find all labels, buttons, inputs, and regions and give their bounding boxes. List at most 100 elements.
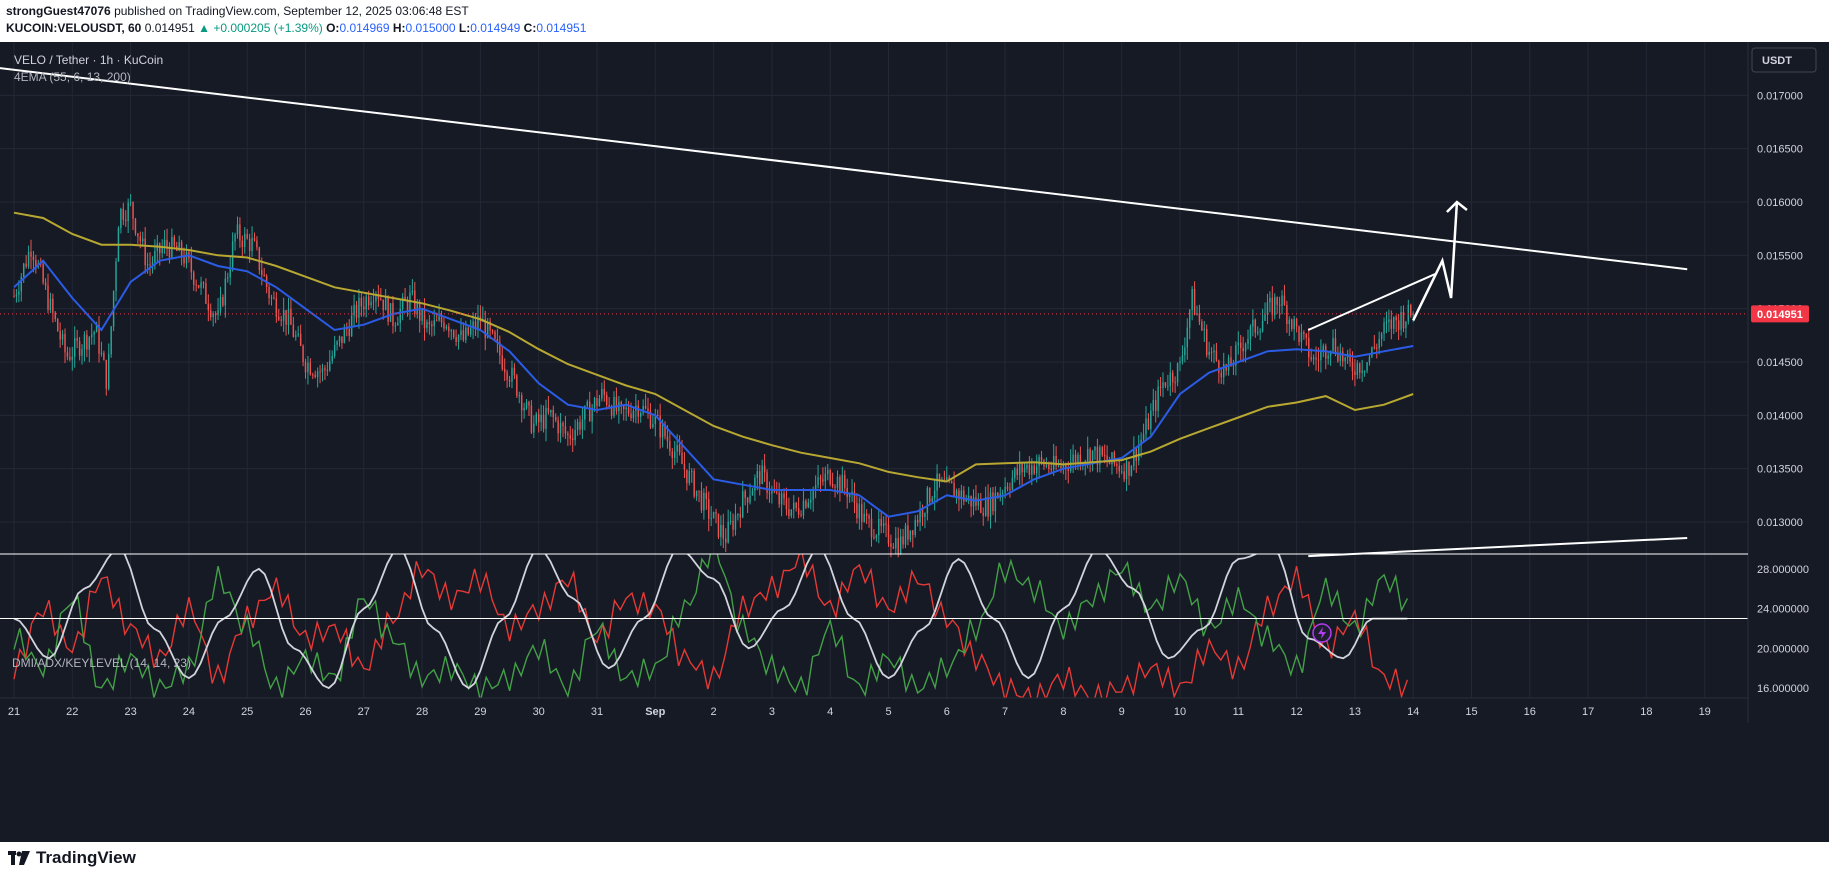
di-minus-line bbox=[13, 554, 1409, 698]
candle-body bbox=[299, 333, 302, 346]
candle-body bbox=[241, 240, 244, 247]
candle-body bbox=[494, 331, 496, 339]
candle-body bbox=[341, 336, 343, 344]
candle-body bbox=[295, 335, 297, 337]
candle-body bbox=[1359, 363, 1361, 373]
candle-body bbox=[1213, 350, 1215, 353]
candle-body bbox=[91, 334, 93, 338]
candle-body bbox=[1050, 468, 1052, 470]
candle-body bbox=[486, 321, 489, 338]
candle-body bbox=[1388, 319, 1390, 322]
candle-body bbox=[52, 298, 54, 313]
candle-body bbox=[251, 238, 253, 252]
candle-body bbox=[661, 424, 664, 438]
candle-body bbox=[1271, 297, 1274, 316]
candle-body bbox=[785, 498, 788, 510]
candle-body bbox=[355, 304, 358, 318]
candle-body bbox=[601, 388, 603, 399]
candle-body bbox=[15, 294, 18, 297]
candle-body bbox=[144, 238, 146, 266]
candle-body bbox=[78, 341, 81, 356]
candle-body bbox=[1274, 297, 1276, 316]
candle-body bbox=[1317, 359, 1320, 361]
candle-body bbox=[625, 407, 627, 410]
x-tick-label: 8 bbox=[1060, 706, 1066, 718]
candle-body bbox=[285, 309, 287, 325]
candle-body bbox=[873, 537, 875, 539]
candle-body bbox=[292, 324, 295, 337]
candle-body bbox=[1334, 337, 1337, 354]
candle-body bbox=[610, 407, 613, 416]
candle-body bbox=[924, 513, 926, 517]
candle-body bbox=[1150, 410, 1152, 430]
candle-body bbox=[1186, 327, 1189, 348]
candle-body bbox=[875, 535, 878, 539]
open-label: O: bbox=[326, 21, 340, 35]
candle-body bbox=[159, 243, 161, 254]
symbol-label[interactable]: KUCOIN:VELOUSDT, 60 bbox=[6, 21, 142, 35]
candle-body bbox=[282, 309, 285, 321]
x-tick-label: 3 bbox=[769, 706, 775, 718]
candle-body bbox=[445, 326, 448, 329]
candle-body bbox=[224, 278, 227, 306]
candle-body bbox=[120, 208, 122, 229]
candle-body bbox=[304, 362, 307, 373]
candle-body bbox=[367, 296, 370, 306]
candle-body bbox=[958, 490, 960, 500]
alert-icon[interactable] bbox=[1312, 623, 1332, 643]
publisher-name[interactable]: strongGuest47076 bbox=[6, 4, 111, 18]
candle-body bbox=[622, 404, 625, 410]
candle-body bbox=[1281, 295, 1283, 306]
target-arrow-shaft bbox=[1412, 201, 1459, 321]
x-tick-label: 18 bbox=[1640, 706, 1652, 718]
candle-body bbox=[1176, 363, 1179, 383]
candle-body bbox=[518, 395, 520, 397]
candle-body bbox=[1278, 304, 1281, 306]
candle-body bbox=[1018, 463, 1021, 475]
candle-body bbox=[987, 496, 989, 517]
currency-button[interactable]: USDT bbox=[1751, 47, 1817, 73]
candle-body bbox=[552, 409, 555, 418]
price-chart[interactable]: 0.0170000.0165000.0160000.0155000.015000… bbox=[0, 42, 1829, 842]
candle-body bbox=[1366, 362, 1368, 371]
tradingview-logo[interactable]: TradingView bbox=[8, 848, 136, 868]
x-tick-label: 4 bbox=[827, 706, 833, 718]
candle-body bbox=[554, 417, 557, 421]
candle-body bbox=[1179, 361, 1181, 364]
candle-body bbox=[637, 405, 640, 417]
candle-body bbox=[960, 490, 963, 500]
candle-body bbox=[76, 338, 78, 342]
candle-body bbox=[137, 233, 139, 237]
candle-body bbox=[268, 287, 270, 299]
candle-body bbox=[1026, 464, 1028, 469]
candle-body bbox=[1162, 382, 1164, 388]
candle-body bbox=[829, 470, 831, 484]
candle-body bbox=[401, 296, 404, 309]
candle-body bbox=[1086, 449, 1089, 462]
rising-channel-line bbox=[1307, 272, 1437, 331]
candle-body bbox=[1167, 386, 1169, 388]
x-tick-label: 21 bbox=[8, 706, 20, 718]
osc-y-tick-label: 28.000000 bbox=[1757, 564, 1809, 576]
x-tick-label: 30 bbox=[533, 706, 545, 718]
candle-body bbox=[763, 465, 766, 473]
candle-body bbox=[467, 327, 469, 335]
candle-body bbox=[229, 268, 231, 278]
candle-body bbox=[469, 327, 472, 335]
candle-body bbox=[851, 491, 853, 494]
candle-body bbox=[1096, 446, 1099, 465]
candle-body bbox=[520, 395, 523, 411]
candle-body bbox=[1140, 439, 1142, 446]
candle-body bbox=[1325, 346, 1327, 359]
candle-body bbox=[200, 282, 202, 288]
x-tick-label: 28 bbox=[416, 706, 428, 718]
candle-body bbox=[358, 297, 360, 318]
candle-body bbox=[168, 246, 171, 258]
candle-body bbox=[817, 477, 819, 486]
candle-body bbox=[1356, 363, 1359, 376]
candle-body bbox=[822, 479, 824, 482]
candle-body bbox=[122, 208, 125, 220]
trendline-drawings[interactable] bbox=[0, 42, 1688, 558]
candle-body bbox=[151, 262, 154, 265]
candle-body bbox=[380, 298, 382, 300]
